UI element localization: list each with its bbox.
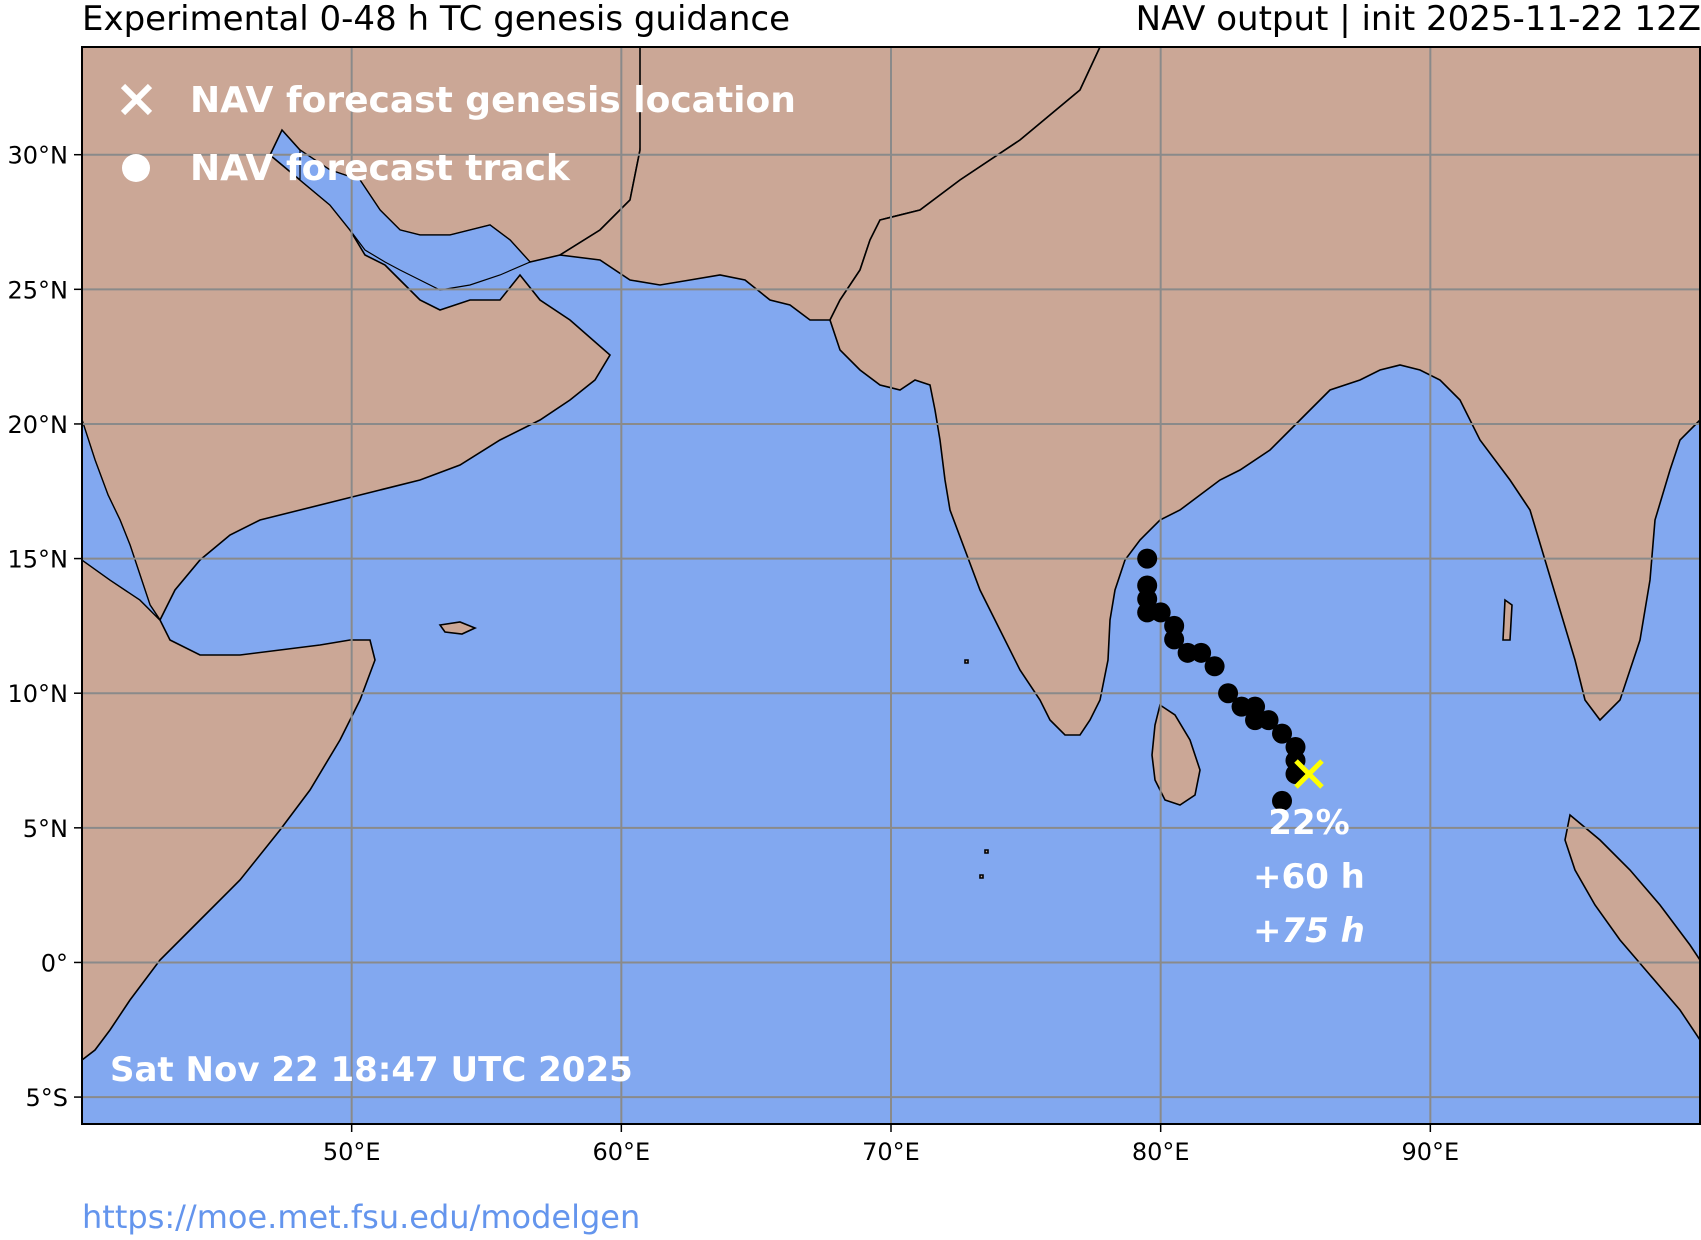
forecast-track [1137, 548, 1306, 811]
red-sea [81, 419, 161, 621]
axis-ticks: 50°E 60°E 70°E 80°E 90°E 30°N 25°N 20°N 15°N 10°N… [8, 142, 1460, 1166]
lon-tick-label-1: 60°E [592, 1138, 650, 1166]
lon-tick-label-4: 90°E [1401, 1138, 1459, 1166]
lat-tick-label-2: 20°N [8, 411, 69, 439]
track-point-19 [1272, 790, 1293, 811]
track-point-4 [1150, 602, 1171, 623]
lat-tick-label-4: 10°N [8, 680, 69, 708]
dot-icon [122, 154, 150, 182]
track-point-14 [1258, 710, 1279, 731]
track-point-8 [1191, 642, 1212, 663]
track-point-9 [1204, 656, 1225, 677]
landmass-maldives [964, 659, 989, 879]
landmass-sri-lanka [1151, 703, 1201, 806]
lon-tick-label-0: 50°E [323, 1138, 381, 1166]
land-masses [81, 46, 1701, 1062]
timestamp: Sat Nov 22 18:47 UTC 2025 [110, 1050, 633, 1090]
lat-tick-label-1: 25°N [8, 276, 69, 304]
inland-water [81, 148, 532, 621]
landmass-andaman [1502, 598, 1513, 641]
track-point-10 [1218, 683, 1239, 704]
genesis-probability: 22% [1268, 803, 1349, 843]
legend-track-label: NAV forecast track [190, 148, 571, 189]
map-frame [81, 46, 1701, 1125]
x-icon [120, 83, 153, 116]
figure-title: Experimental 0-48 h TC genesis guidance [82, 0, 790, 39]
lat-tick-label-6: 0° [41, 949, 68, 977]
track-point-6 [1164, 629, 1185, 650]
landmass-socotra [438, 621, 478, 635]
genesis-marker [1294, 759, 1324, 789]
landmass-africa [81, 558, 376, 1062]
lon-tick-label-3: 80°E [1132, 1138, 1190, 1166]
source-link[interactable]: https://moe.met.fsu.edu/modelgen [82, 1198, 641, 1236]
genesis-x-stroke-b [1294, 759, 1324, 789]
landmass-sumatra [1564, 813, 1701, 1043]
lat-tick-label-5: 5°N [23, 815, 68, 843]
legend-genesis-label: NAV forecast genesis location [190, 80, 796, 121]
graticule [82, 47, 1700, 1124]
track-point-0 [1137, 548, 1158, 569]
persian-gulf [299, 148, 532, 291]
genesis-lead-time: +60 h [1253, 857, 1365, 897]
track-point-15 [1272, 723, 1293, 744]
legend: NAV forecast genesis location NAV foreca… [120, 80, 796, 189]
lat-tick-label-3: 15°N [8, 546, 69, 574]
run-info: NAV output | init 2025-11-22 12Z [1135, 0, 1701, 39]
lat-tick-label-7: 5°S [25, 1084, 68, 1112]
landmass-india [829, 46, 1701, 736]
lon-tick-label-2: 70°E [862, 1138, 920, 1166]
lat-tick-label-0: 30°N [8, 142, 69, 170]
genesis-lead-time-secondary: +75 h [1253, 911, 1365, 951]
